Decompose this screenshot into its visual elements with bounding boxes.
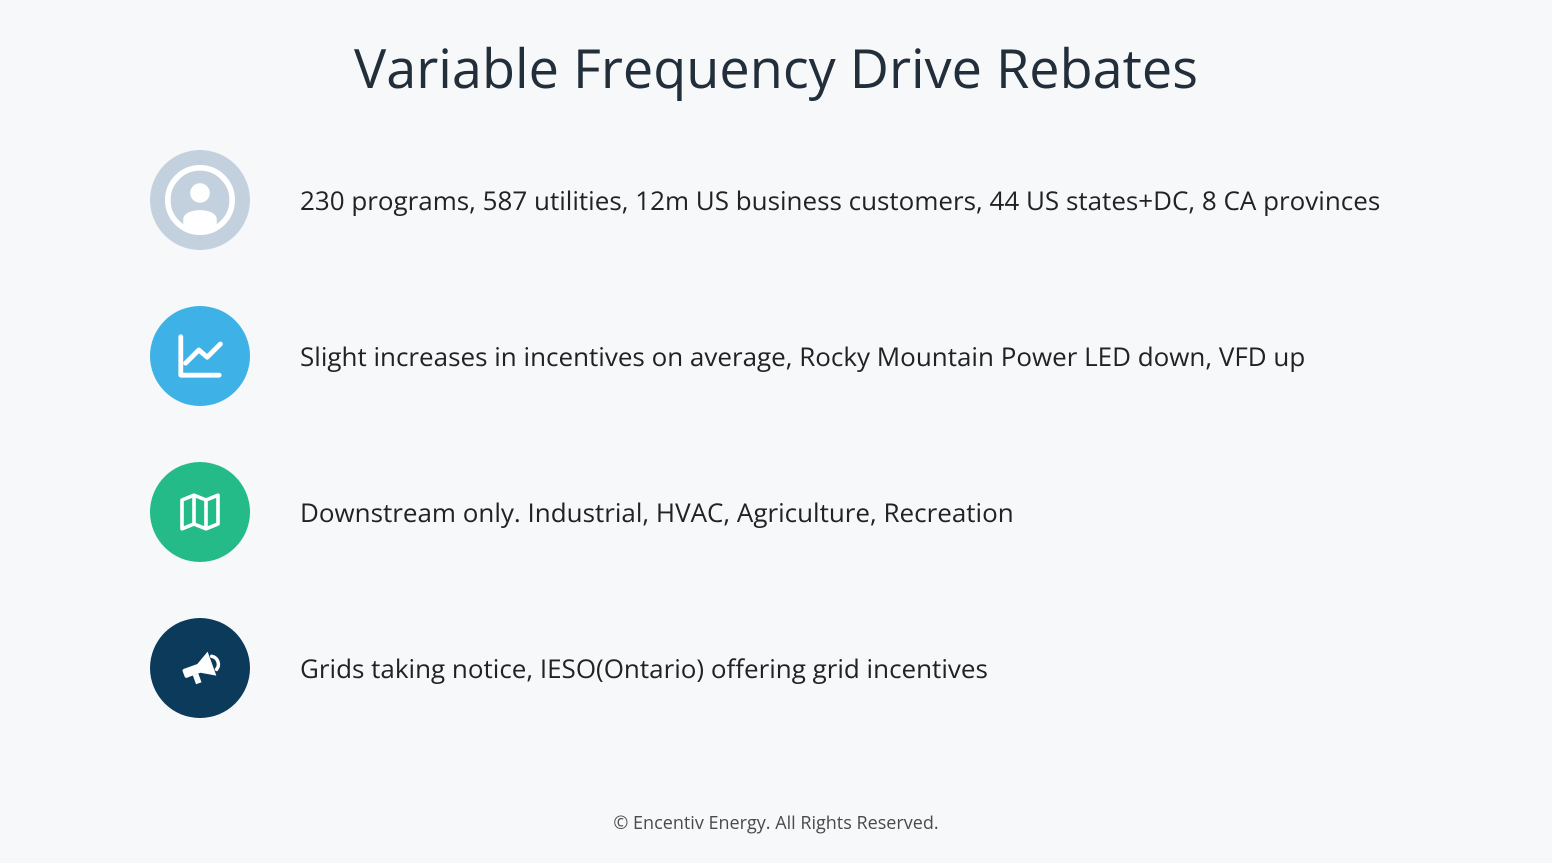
list-item-text: Grids taking notice, IESO(Ontario) offer… [300,650,988,686]
slide: Variable Frequency Drive Rebates 230 pro… [0,0,1552,863]
chart-icon [150,306,250,406]
megaphone-icon [150,618,250,718]
map-icon [150,462,250,562]
list-item: Downstream only. Industrial, HVAC, Agric… [150,462,1432,562]
list-item-text: Downstream only. Industrial, HVAC, Agric… [300,494,1014,530]
footer-text: © Encentiv Energy. All Rights Reserved. [0,811,1552,835]
list-item-text: Slight increases in incentives on averag… [300,338,1305,374]
list-item-text: 230 programs, 587 utilities, 12m US busi… [300,182,1380,218]
slide-title: Variable Frequency Drive Rebates [0,30,1552,104]
list-item: Grids taking notice, IESO(Ontario) offer… [150,618,1432,718]
content-area: 230 programs, 587 utilities, 12m US busi… [150,150,1432,774]
list-item: 230 programs, 587 utilities, 12m US busi… [150,150,1432,250]
list-item: Slight increases in incentives on averag… [150,306,1432,406]
person-icon [150,150,250,250]
